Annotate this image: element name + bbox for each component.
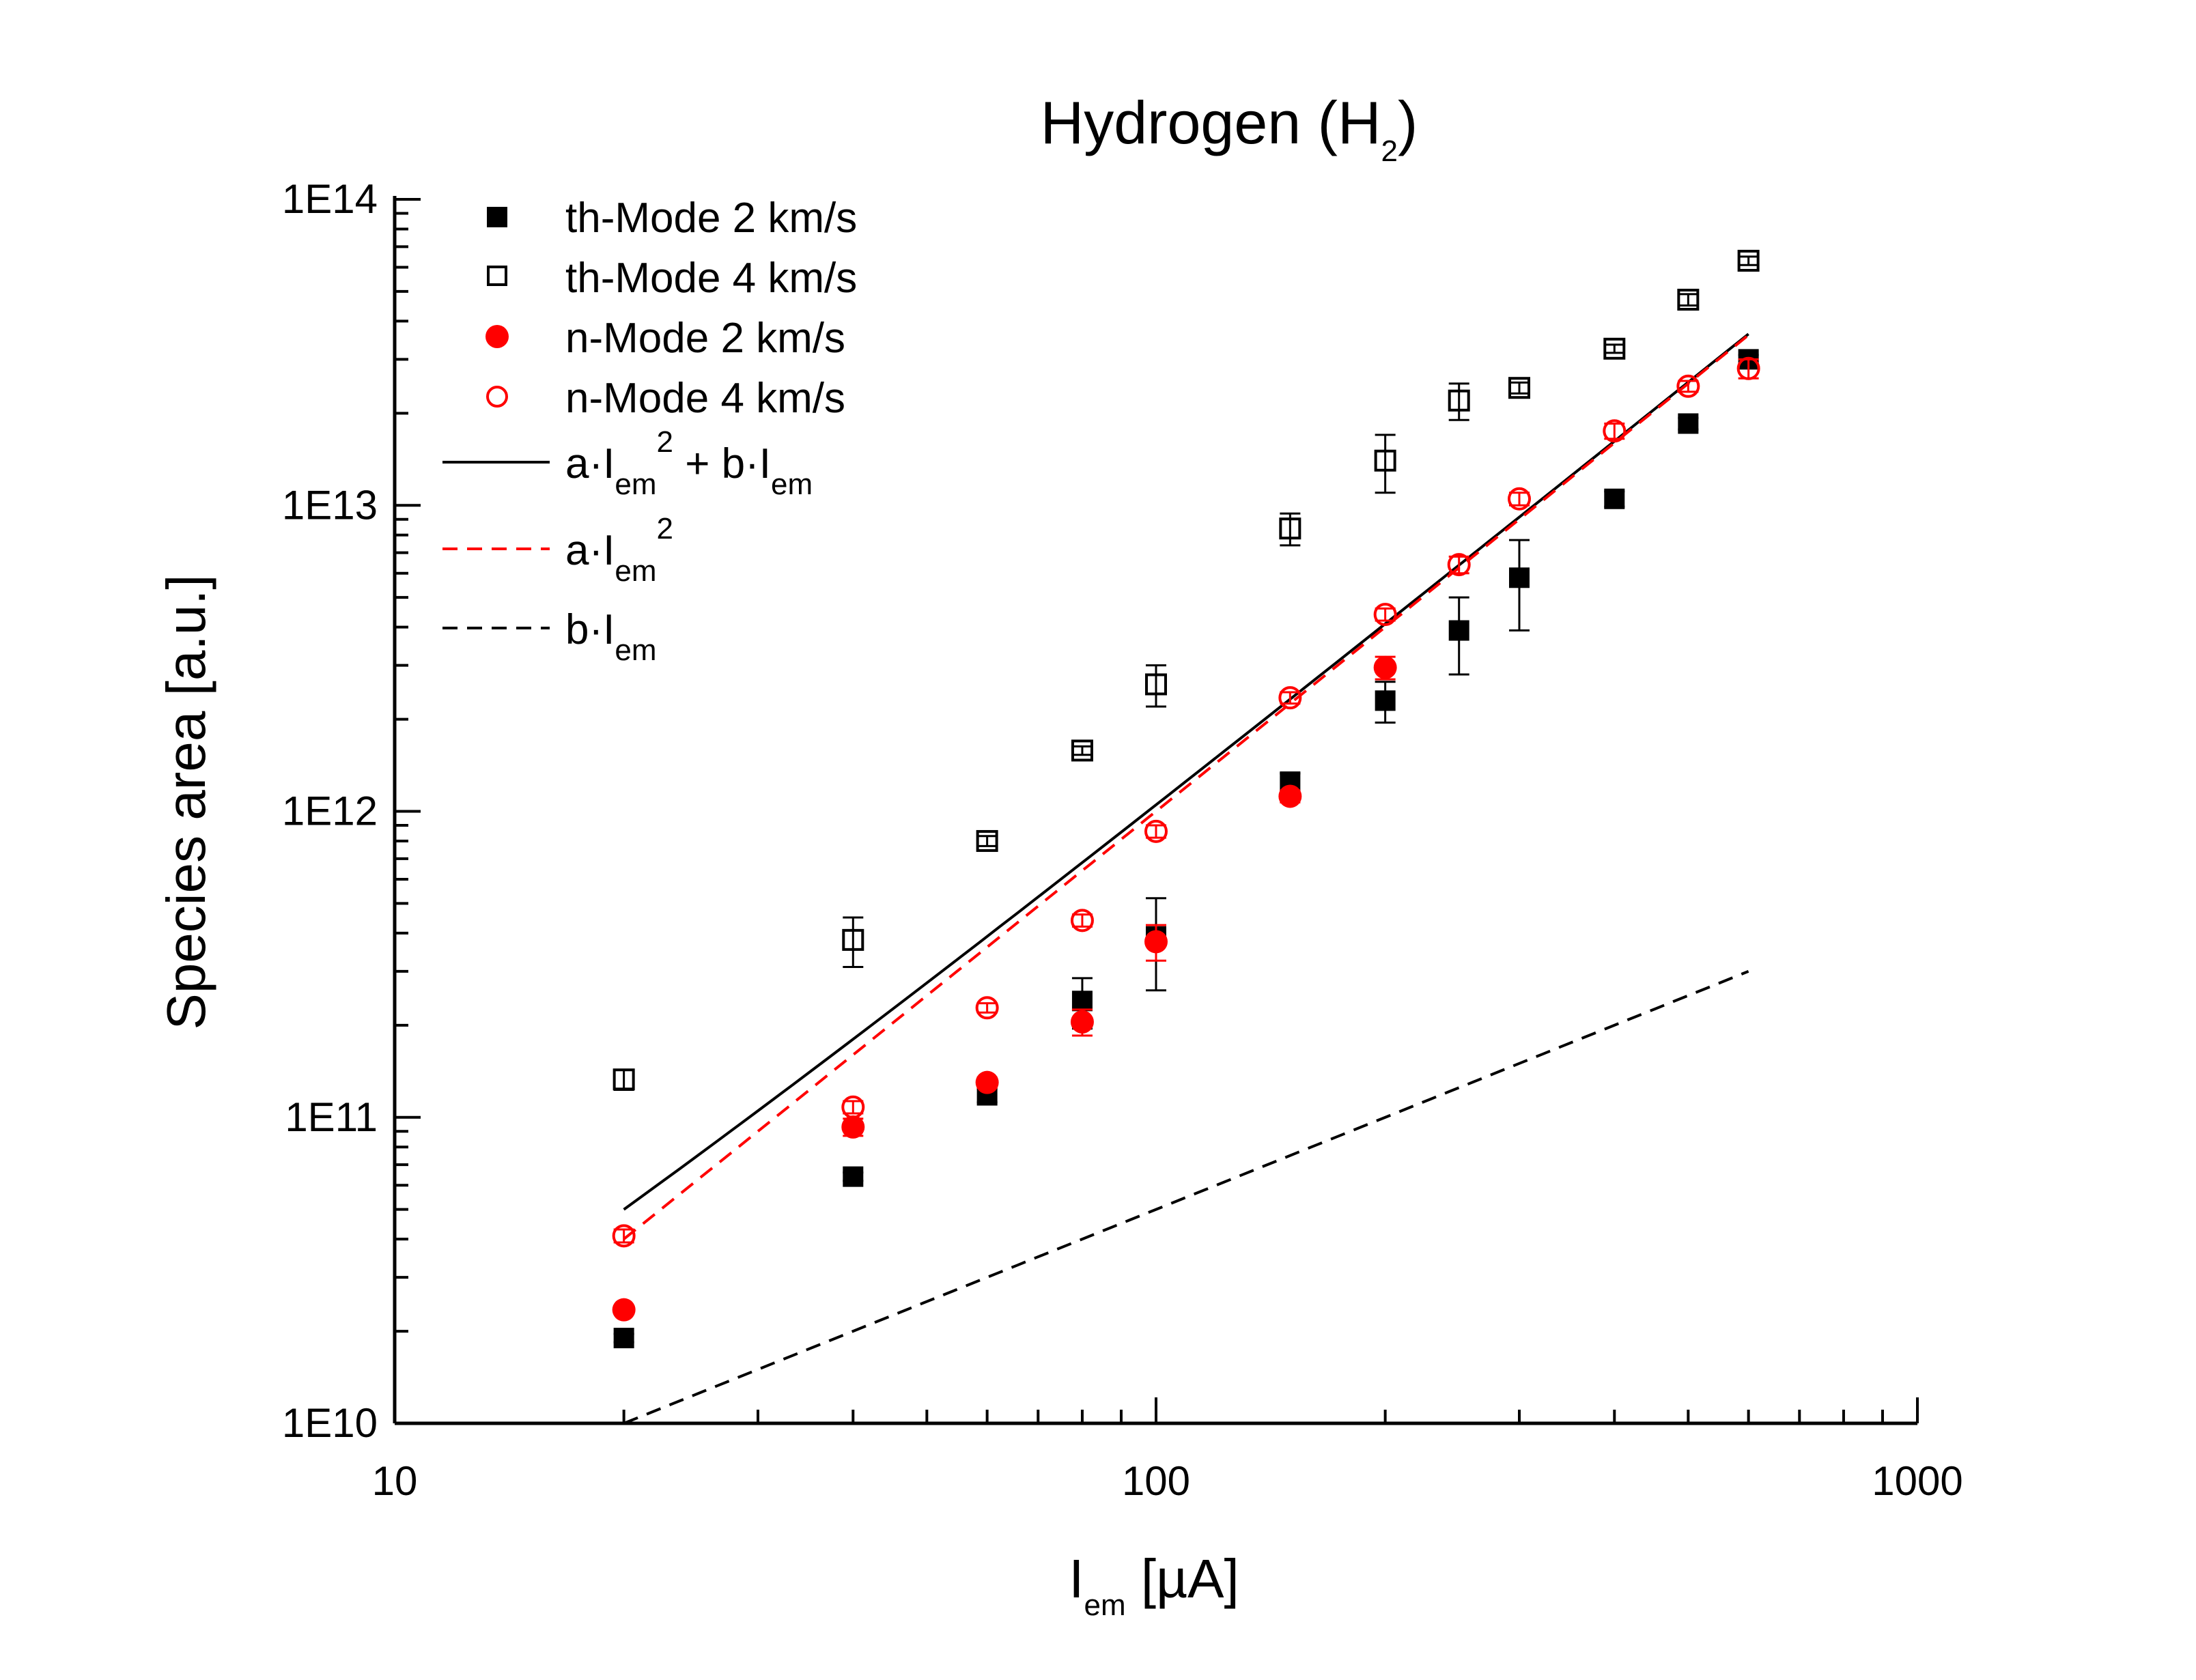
ticks: 10 100 1000 1E10 1E11 1E12 1E13 1E14 [282, 176, 1963, 1504]
data-point [1604, 488, 1625, 509]
data-point [612, 1298, 636, 1322]
legend-marker-square-open [487, 266, 507, 286]
fit-line-0 [623, 332, 1749, 1211]
data-point [613, 1328, 634, 1349]
legend-entry-fit-quadratic: a·Iem2 [442, 512, 673, 588]
data-point [1508, 567, 1530, 588]
legend-entry-n-mode-4: n-Mode 4 km/s [486, 375, 845, 422]
legend-label: a·Iem2 [565, 512, 673, 588]
data-point [1278, 686, 1302, 710]
y-tick-label: 1E14 [282, 176, 378, 222]
y-tick-label: 1E10 [282, 1400, 378, 1446]
data-point [1279, 517, 1301, 540]
legend-marker-circle-open [486, 386, 508, 408]
legend-marker-circle-filled [485, 325, 509, 348]
series-2 [612, 655, 1397, 1322]
data-point [1737, 249, 1760, 272]
data-point [1448, 620, 1469, 641]
legend-entry-fit-full: a·Iem2 + b·Iem [442, 425, 813, 501]
fit-line-2 [623, 970, 1749, 1425]
data-point [841, 1115, 865, 1139]
data-point [842, 928, 864, 951]
series-1 [613, 249, 1760, 1091]
data-point [976, 829, 998, 852]
data-point [1603, 337, 1626, 360]
x-tick-label: 10 [372, 1458, 418, 1504]
legend: th-Mode 2 km/s th-Mode 4 km/s n-Mode 2 k… [442, 195, 857, 667]
legend-label: th-Mode 4 km/s [565, 255, 857, 302]
data-point [1508, 377, 1530, 399]
fit-lines [623, 332, 1749, 1425]
data-point [1278, 784, 1302, 808]
legend-entry-fit-linear: b·Iem [442, 606, 656, 667]
legend-entry-th-mode-2: th-Mode 2 km/s [487, 195, 857, 242]
data-point [1071, 739, 1093, 762]
fit-line-1 [623, 334, 1749, 1240]
data-point [1676, 374, 1700, 398]
series-3 [612, 356, 1760, 1248]
y-tick-label: 1E12 [282, 788, 378, 834]
data-point [1373, 655, 1397, 679]
data-point [1145, 673, 1167, 696]
data-point [1144, 819, 1168, 843]
data-point [1374, 449, 1396, 472]
legend-entry-th-mode-4: th-Mode 4 km/s [487, 255, 857, 302]
x-tick-label: 1000 [1872, 1458, 1962, 1504]
y-tick-label: 1E13 [282, 482, 378, 528]
legend-label: n-Mode 4 km/s [565, 375, 845, 422]
data-point [1678, 413, 1699, 434]
legend-entry-n-mode-2: n-Mode 2 km/s [485, 315, 845, 362]
x-axis-label: Iem [µA] [1069, 1548, 1239, 1622]
legend-label: a·Iem2 + b·Iem [565, 425, 813, 501]
data-point [841, 1095, 865, 1119]
data-point [975, 996, 999, 1020]
legend-label: b·Iem [565, 606, 656, 667]
data-point [613, 1068, 635, 1091]
legend-marker-square-filled [487, 207, 507, 227]
data-point [1603, 419, 1627, 443]
data-point [1507, 487, 1531, 511]
chart-title: Hydrogen (H2) [1041, 89, 1418, 168]
data-point [1373, 603, 1397, 627]
data-point [1071, 991, 1093, 1012]
data-point [1070, 1010, 1094, 1034]
data-point [1736, 356, 1760, 380]
data-point [1070, 909, 1094, 932]
data-point [1677, 288, 1700, 311]
data-point [843, 1166, 864, 1187]
data-point [1447, 553, 1471, 577]
y-tick-label: 1E11 [285, 1094, 378, 1140]
legend-label: th-Mode 2 km/s [565, 195, 857, 242]
legend-label: n-Mode 2 km/s [565, 315, 845, 362]
data-point [975, 1070, 999, 1094]
x-tick-label: 100 [1122, 1458, 1190, 1504]
data-point [612, 1224, 636, 1248]
y-axis-label: Species area [a.u.] [156, 574, 216, 1029]
data-points [612, 249, 1760, 1349]
data-point [1448, 389, 1470, 412]
data-point [1375, 690, 1396, 711]
data-point [1144, 930, 1168, 954]
